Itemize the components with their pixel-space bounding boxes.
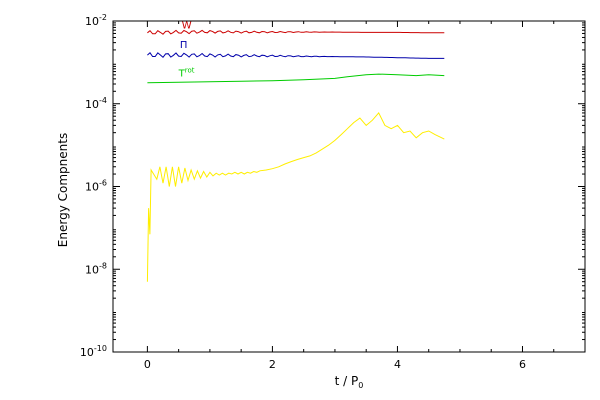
series-line-2 bbox=[147, 73, 445, 84]
x-tick-label: 0 bbox=[144, 358, 151, 371]
y-tick-label: 10-2 bbox=[85, 13, 107, 28]
x-axis: 0 2 4 6 bbox=[144, 21, 586, 371]
y-tick-label: 10-6 bbox=[85, 179, 107, 194]
series-line-0 bbox=[147, 29, 445, 35]
series-line-3 bbox=[146, 112, 445, 282]
series-line-1 bbox=[147, 52, 445, 59]
y-tick-label: 10-4 bbox=[85, 96, 107, 111]
series-annotation: Trot bbox=[178, 67, 195, 80]
series-annotation: W bbox=[182, 21, 192, 32]
y-axis-title: Energy Compnents bbox=[56, 133, 70, 247]
x-tick-label: 4 bbox=[394, 358, 401, 371]
series-annotation: Π bbox=[180, 40, 188, 51]
x-tick-label: 6 bbox=[519, 358, 526, 371]
plot-marks bbox=[146, 29, 445, 282]
y-tick-label: 10-10 bbox=[80, 344, 107, 359]
series-annotations: WΠ Trot bbox=[178, 21, 195, 80]
y-tick-label: 10-8 bbox=[85, 261, 107, 276]
x-tick-label: 2 bbox=[269, 358, 276, 371]
x-axis-title: t / P0 bbox=[335, 374, 364, 390]
y-axis: 10-10 10-8 10-6 10-4 10-2 bbox=[80, 13, 585, 359]
